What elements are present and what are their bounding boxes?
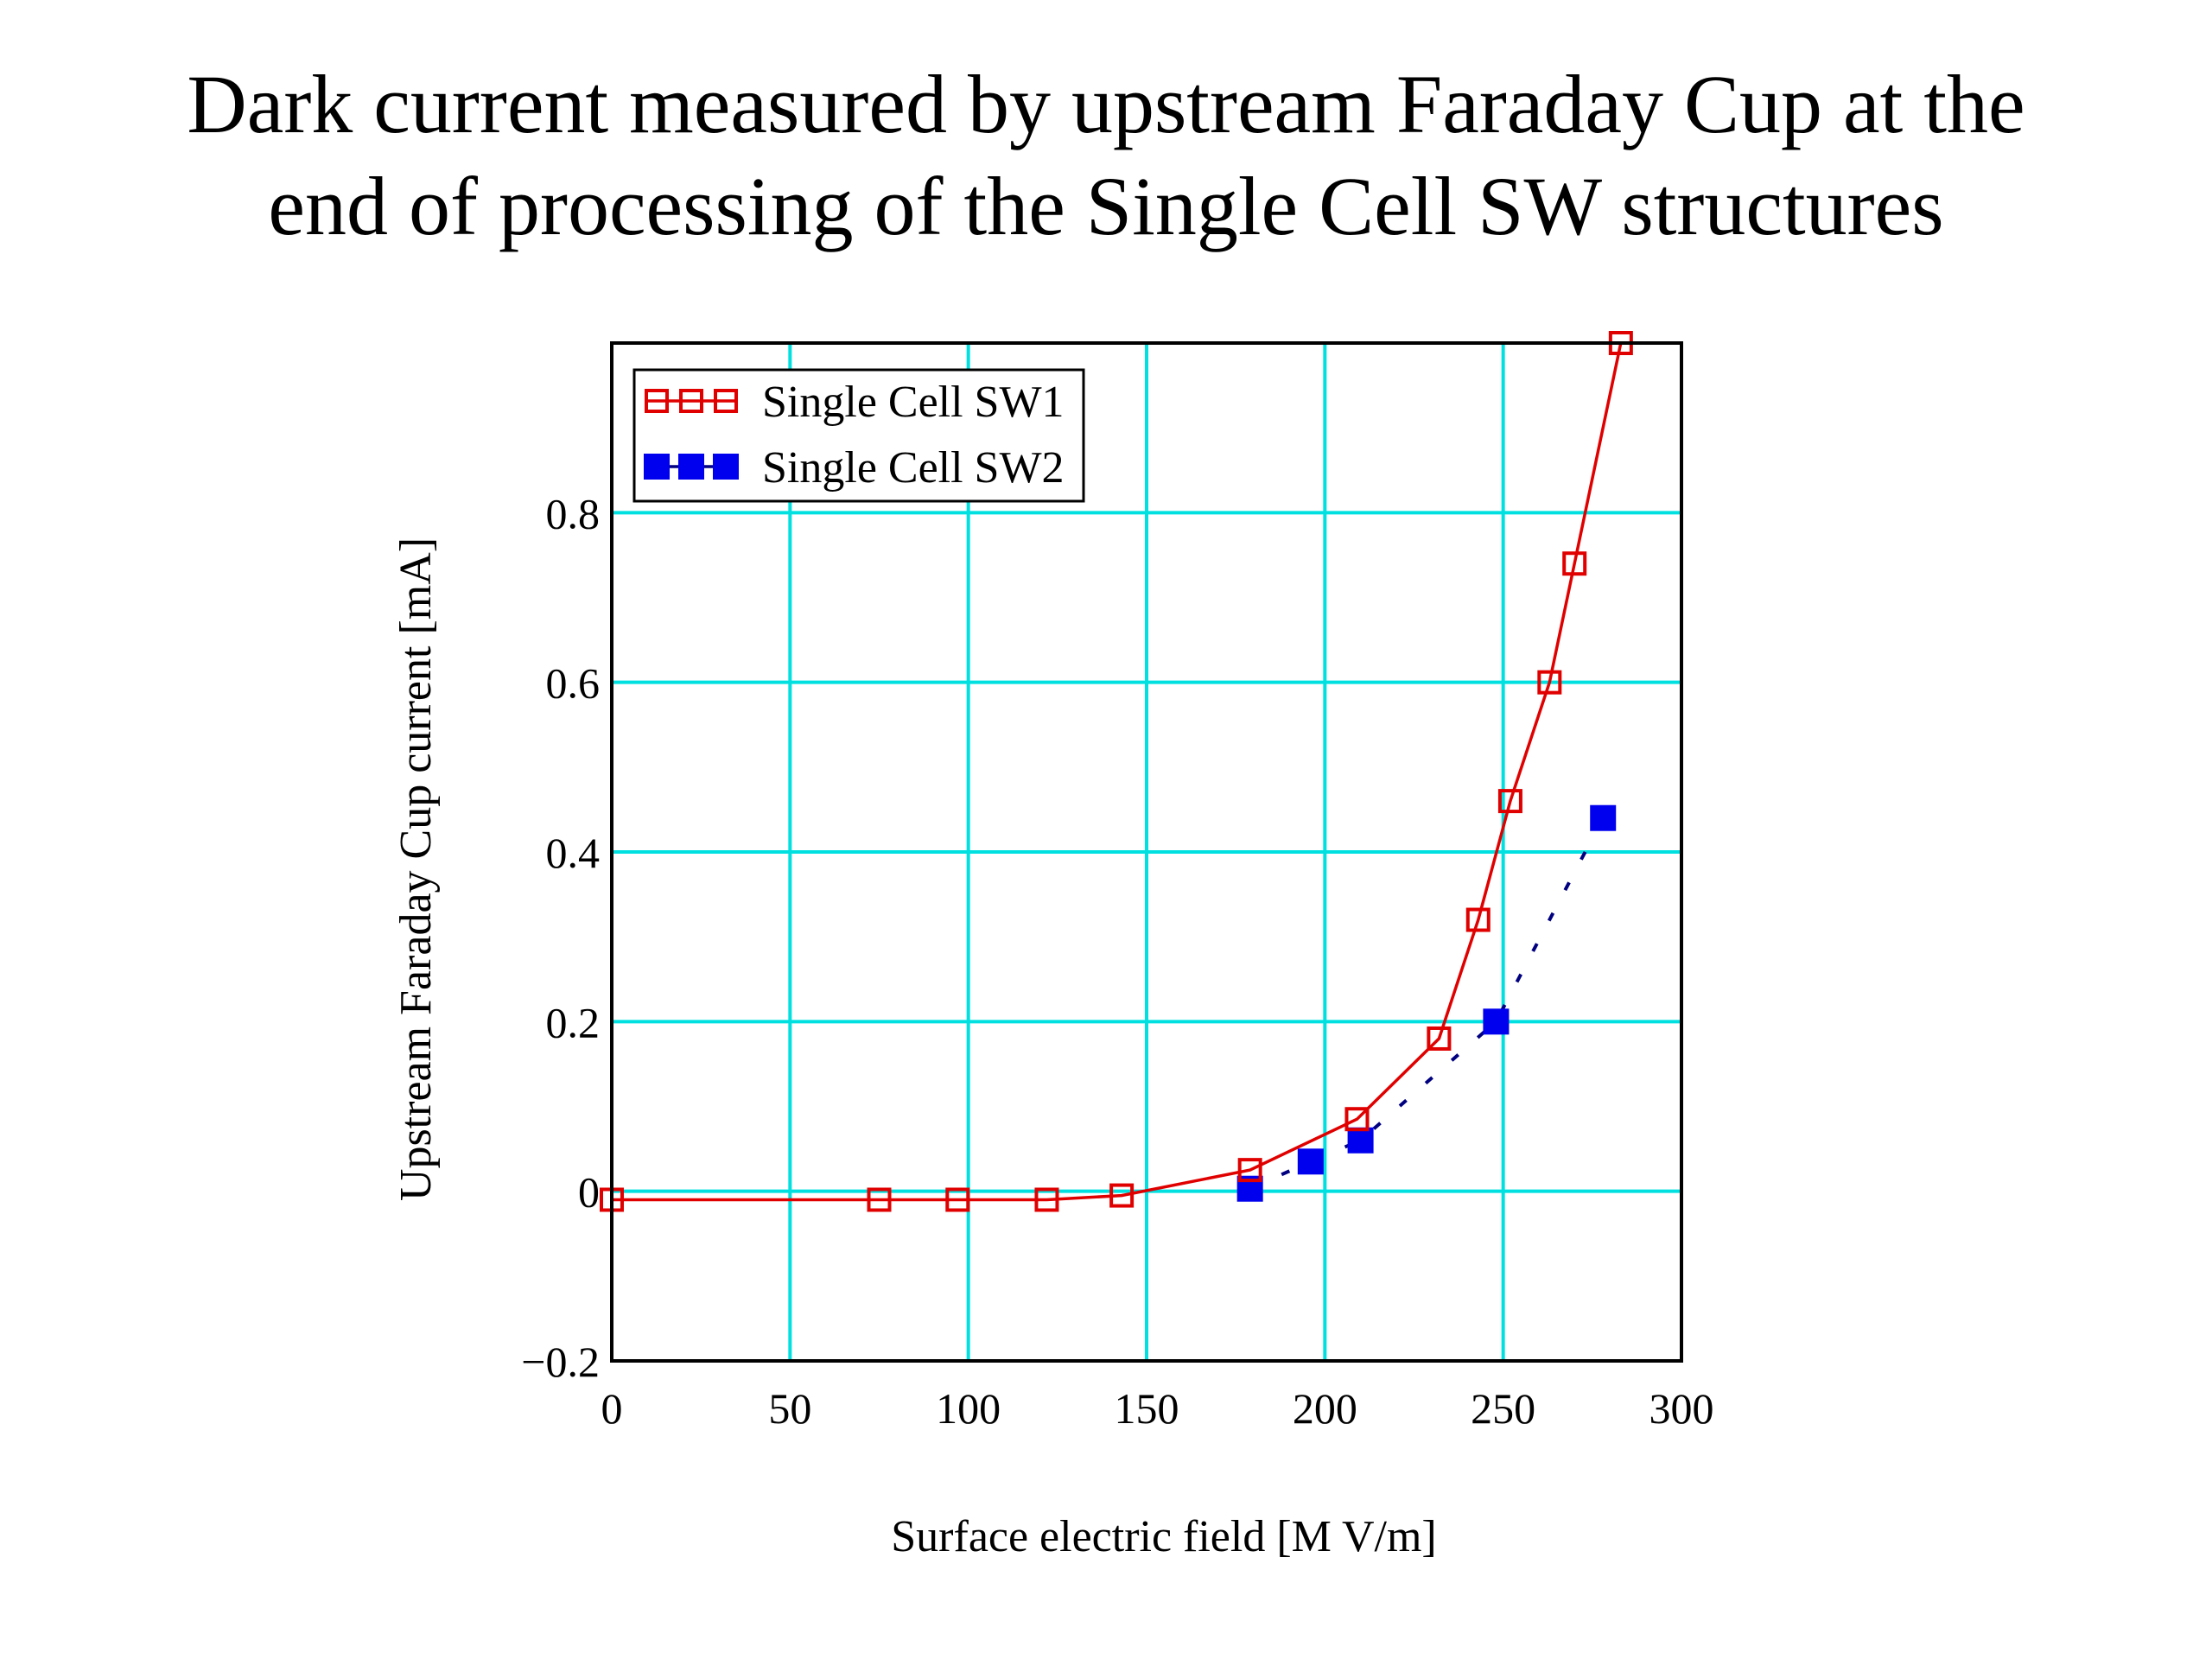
legend-swatch-marker bbox=[645, 389, 669, 413]
y-tick-label: 0.2 bbox=[546, 998, 601, 1046]
y-tick-label: 0.6 bbox=[546, 659, 601, 708]
series-1-point bbox=[945, 1187, 970, 1212]
tick-labels: 0 50 100 150 200 250 300−0.200.20.40.60.8 bbox=[521, 489, 1713, 1433]
y-tick-label: 0 bbox=[578, 1168, 600, 1217]
legend-item-2: Single Cell SW2 bbox=[644, 443, 1065, 493]
series-2-point bbox=[1483, 1008, 1510, 1035]
series-1-point bbox=[1427, 1026, 1452, 1051]
legend-label: Single Cell SW1 bbox=[762, 378, 1065, 427]
series-2-point bbox=[1297, 1148, 1324, 1175]
series-1-point bbox=[1344, 1107, 1370, 1132]
x-tick-label: 200 bbox=[1293, 1384, 1357, 1433]
legend-items: Single Cell SW1 Single Cell SW2 bbox=[644, 378, 1065, 493]
legend-item-1: Single Cell SW1 bbox=[645, 378, 1065, 427]
x-tick-label: 100 bbox=[936, 1384, 1001, 1433]
x-tick-label: 250 bbox=[1471, 1384, 1535, 1433]
y-axis-label: Upstream Faraday Cup current [mA] bbox=[391, 537, 441, 1201]
series-2-point bbox=[1590, 804, 1617, 831]
series-1-point bbox=[1237, 1158, 1262, 1183]
series-2-point bbox=[1347, 1127, 1374, 1154]
x-axis-label: Surface electric field [M V/m] bbox=[891, 1512, 1436, 1561]
legend-swatch-marker bbox=[678, 454, 704, 480]
legend-swatch-marker bbox=[713, 454, 739, 480]
series-1-point bbox=[1537, 670, 1562, 695]
y-tick-label: 0.4 bbox=[546, 829, 601, 877]
legend-box bbox=[632, 368, 1085, 503]
x-tick-label: 150 bbox=[1115, 1384, 1179, 1433]
series-1-point bbox=[1497, 789, 1522, 814]
series-layer bbox=[600, 331, 1633, 1212]
series-1 bbox=[600, 331, 1633, 1212]
y-tick-label: −0.2 bbox=[521, 1338, 600, 1386]
slide-title: Dark current measured by upstream Farada… bbox=[0, 54, 2212, 257]
legend-swatch-marker bbox=[644, 454, 670, 480]
series-1-point bbox=[1034, 1187, 1059, 1212]
slide-title-line-2: end of processing of the Single Cell SW … bbox=[268, 160, 1944, 252]
plot-frame bbox=[610, 341, 1683, 1363]
legend: Single Cell SW1 Single Cell SW2 bbox=[632, 368, 1085, 503]
x-tick-label: 300 bbox=[1649, 1384, 1714, 1433]
series-1-point bbox=[1562, 551, 1587, 576]
x-tick-label: 50 bbox=[768, 1384, 811, 1433]
series-1-line bbox=[612, 342, 1623, 1202]
x-tick-label: 0 bbox=[601, 1384, 623, 1433]
series-1-point bbox=[867, 1187, 892, 1212]
y-tick-label: 0.8 bbox=[546, 489, 601, 537]
legend-label: Single Cell SW2 bbox=[762, 443, 1065, 493]
legend-swatch-marker bbox=[679, 389, 703, 413]
series-2-line bbox=[1249, 817, 1605, 1191]
series-1-point bbox=[1109, 1183, 1135, 1208]
slide-title-line-1: Dark current measured by upstream Farada… bbox=[187, 58, 2025, 150]
legend-swatch-marker bbox=[714, 389, 738, 413]
series-2 bbox=[1236, 804, 1617, 1202]
series-1-point bbox=[1465, 907, 1491, 932]
